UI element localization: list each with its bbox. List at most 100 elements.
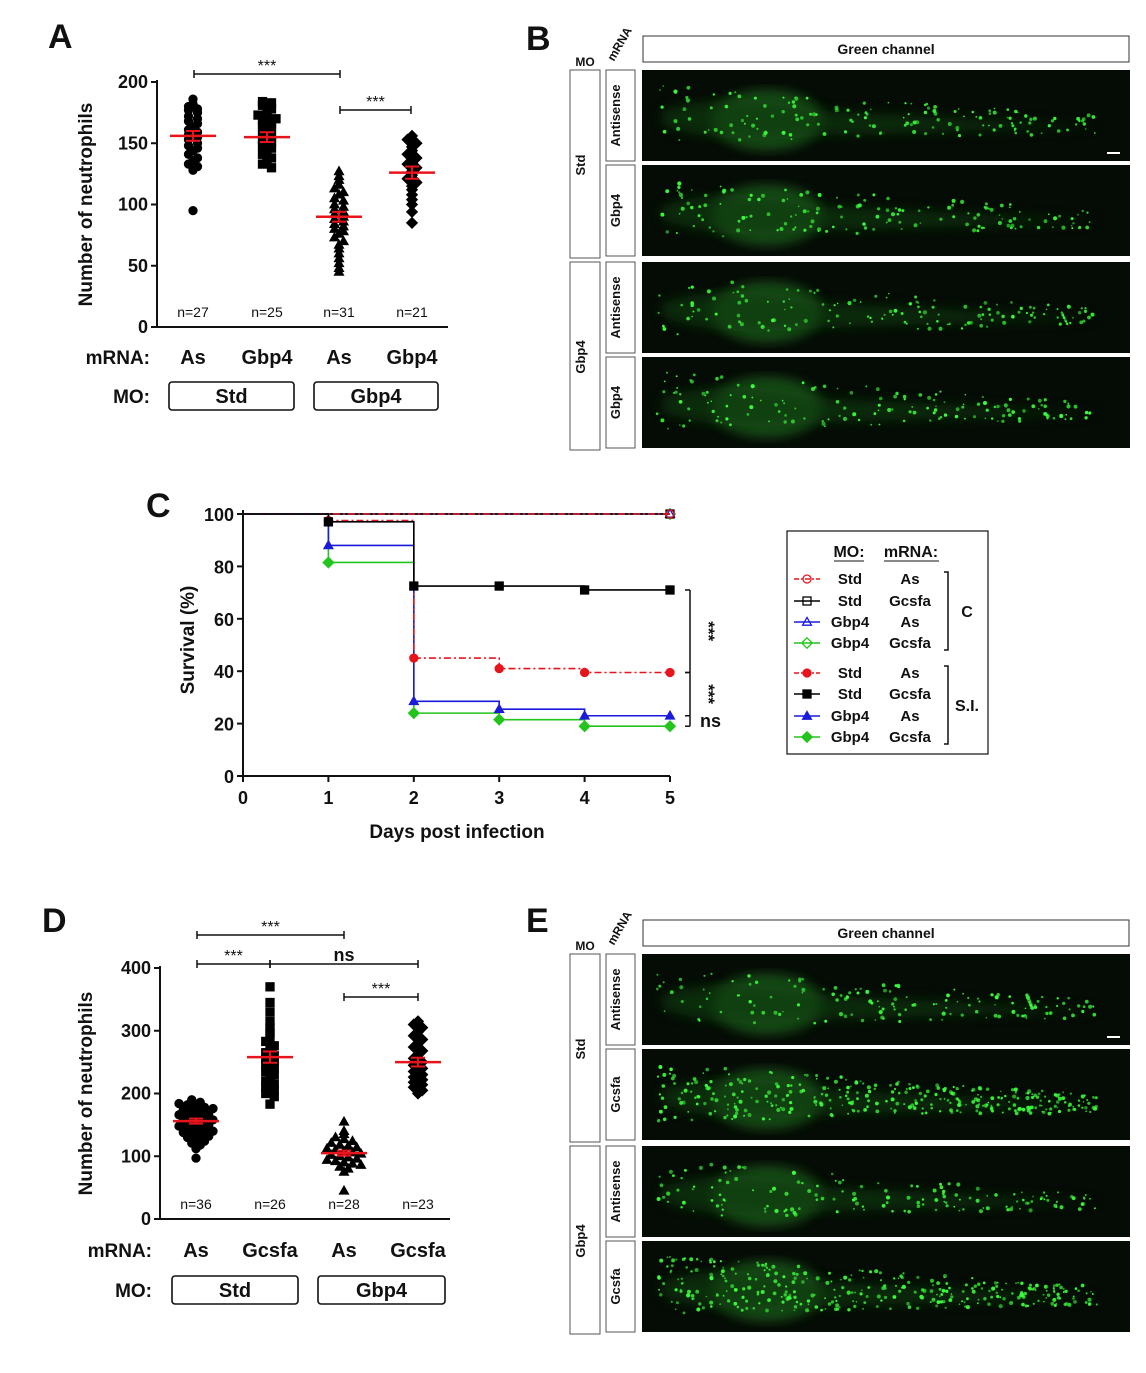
panel-e-neutrophil-dot	[852, 1109, 856, 1113]
panel-b-neutrophil-dot	[1073, 404, 1078, 409]
panel-e-neutrophil-dot	[978, 1087, 983, 1091]
panel-e-neutrophil-dot	[875, 1101, 879, 1106]
panel-e-neutrophil-dot	[962, 992, 965, 995]
panel-b-neutrophil-dot	[781, 130, 786, 135]
panel-e-neutrophil-dot	[733, 1102, 736, 1105]
panel-e-neutrophil-dot	[877, 1000, 879, 1003]
panel-e-neutrophil-dot	[936, 1086, 941, 1090]
panel-e-neutrophil-dot	[705, 1295, 708, 1298]
panel-e-neutrophil-dot	[798, 1083, 802, 1086]
panel-e-neutrophil-dot	[875, 1305, 879, 1308]
panel-e-neutrophil-dot	[724, 1095, 726, 1098]
panel-e-neutrophil-dot	[791, 1170, 797, 1175]
panel-e-neutrophil-dot	[763, 1207, 767, 1210]
panel-e-neutrophil-dot	[784, 1191, 789, 1196]
panel-b-neutrophil-dot	[943, 413, 948, 417]
legend-mrna-label: As	[900, 665, 919, 682]
panel-b-neutrophil-dot	[788, 133, 793, 137]
panel-b-neutrophil-dot	[817, 193, 822, 197]
panel-e-neutrophil-dot	[748, 982, 752, 986]
panel-b-neutrophil-dot	[856, 193, 860, 197]
panel-b-neutrophil-dot	[935, 405, 937, 408]
panel-e-neutrophil-dot	[1027, 1106, 1032, 1110]
panel-e-neutrophil-dot	[976, 997, 980, 1000]
panel-b-neutrophil-dot	[692, 310, 695, 313]
panel-e-neutrophil-dot	[687, 1111, 690, 1113]
panel-b-neutrophil-dot	[981, 313, 985, 316]
mo-row-label: MO:	[113, 387, 150, 408]
panel-e-neutrophil-dot	[735, 1108, 739, 1112]
panel-e-neutrophil-dot	[934, 1092, 938, 1097]
panel-e-neutrophil-dot	[758, 1302, 761, 1305]
panel-b-neutrophil-dot	[686, 201, 690, 206]
panel-b-neutrophil-dot	[937, 313, 940, 316]
panel-b-neutrophil-dot	[951, 203, 955, 207]
legend-header-mo: MO:	[833, 544, 864, 561]
panel-e-neutrophil-dot	[708, 992, 711, 994]
y-tick-label: 150	[118, 133, 148, 153]
panel-e-neutrophil-dot	[908, 1087, 912, 1090]
panel-e-neutrophil-dot	[743, 1108, 748, 1113]
panel-e-neutrophil-dot	[980, 1287, 984, 1290]
panel-b-neutrophil-dot	[1064, 418, 1067, 421]
mrna-label: As	[331, 1240, 357, 1262]
survival-point	[665, 585, 675, 595]
panel-e-neutrophil-dot	[776, 1084, 780, 1089]
panel-e-neutrophil-dot	[907, 1209, 911, 1214]
panel-b-neutrophil-dot	[926, 406, 929, 410]
panel-b-neutrophil-dot	[750, 384, 755, 389]
panel-e-neutrophil-dot	[774, 1208, 779, 1214]
panel-e-neutrophil-dot	[903, 1209, 907, 1213]
panel-b-neutrophil-dot	[675, 232, 678, 234]
panel-e-neutrophil-dot	[1043, 1198, 1046, 1201]
panel-e-neutrophil-dot	[1093, 1207, 1096, 1210]
panel-b-neutrophil-dot	[1079, 320, 1084, 325]
panel-b-neutrophil-dot	[976, 213, 981, 217]
panel-e-neutrophil-dot	[1014, 1109, 1017, 1112]
panel-e-neutrophil-dot	[1002, 1297, 1006, 1301]
panel-b-neutrophil-dot	[1001, 314, 1005, 319]
panel-b-neutrophil-dot	[690, 285, 694, 289]
panel-e-neutrophil-dot	[726, 1103, 730, 1106]
panel-e-neutrophil-dot	[671, 1258, 676, 1263]
panel-e-neutrophil-dot	[672, 1174, 675, 1177]
panel-e-neutrophil-dot	[950, 1295, 954, 1299]
data-point	[337, 201, 350, 211]
panel-e-neutrophil-dot	[763, 1264, 767, 1268]
panel-e-channel-label: Green channel	[837, 925, 934, 941]
panel-e-neutrophil-dot	[855, 1091, 859, 1095]
panel-e-neutrophil-dot	[781, 1107, 786, 1112]
panel-e-neutrophil-dot	[729, 1170, 732, 1172]
panel-b-channel-label: Green channel	[837, 41, 934, 57]
panel-e-neutrophil-dot	[766, 1100, 769, 1103]
panel-b-neutrophil-dot	[725, 417, 729, 421]
panel-e-neutrophil-dot	[1070, 1195, 1074, 1199]
panel-e-neutrophil-dot	[881, 1203, 886, 1208]
panel-b-neutrophil-dot	[973, 216, 977, 220]
panel-b-neutrophil-dot	[753, 96, 757, 100]
panel-b-channel-box	[642, 35, 1130, 63]
data-point	[257, 96, 268, 107]
panel-e-neutrophil-dot	[964, 1103, 967, 1106]
panel-b-neutrophil-dot	[863, 116, 868, 120]
panel-e-neutrophil-dot	[656, 1119, 661, 1123]
panel-e-neutrophil-dot	[1016, 1013, 1020, 1018]
panel-e-neutrophil-dot	[1037, 1092, 1041, 1096]
panel-b-neutrophil-dot	[676, 386, 679, 389]
panel-e-neutrophil-dot	[747, 974, 751, 978]
panel-e-neutrophil-dot	[859, 1292, 863, 1296]
panel-e-neutrophil-dot	[715, 1293, 719, 1297]
panel-e-neutrophil-dot	[1023, 1291, 1027, 1296]
panel-e-neutrophil-dot	[863, 1208, 865, 1211]
panel-b-neutrophil-dot	[1059, 413, 1064, 419]
panel-e-neutrophil-dot	[921, 1107, 924, 1110]
panel-e-neutrophil-dot	[824, 1308, 827, 1310]
panel-e-neutrophil-dot	[774, 1082, 779, 1086]
panel-e-neutrophil-dot	[729, 1082, 733, 1087]
panel-e-neutrophil-dot	[833, 986, 838, 990]
panel-e-neutrophil-dot	[1056, 1106, 1059, 1109]
panel-b-neutrophil-dot	[912, 130, 917, 134]
survival-point	[578, 720, 591, 733]
y-tick-label: 400	[121, 958, 151, 978]
panel-e-neutrophil-dot	[656, 1075, 660, 1078]
